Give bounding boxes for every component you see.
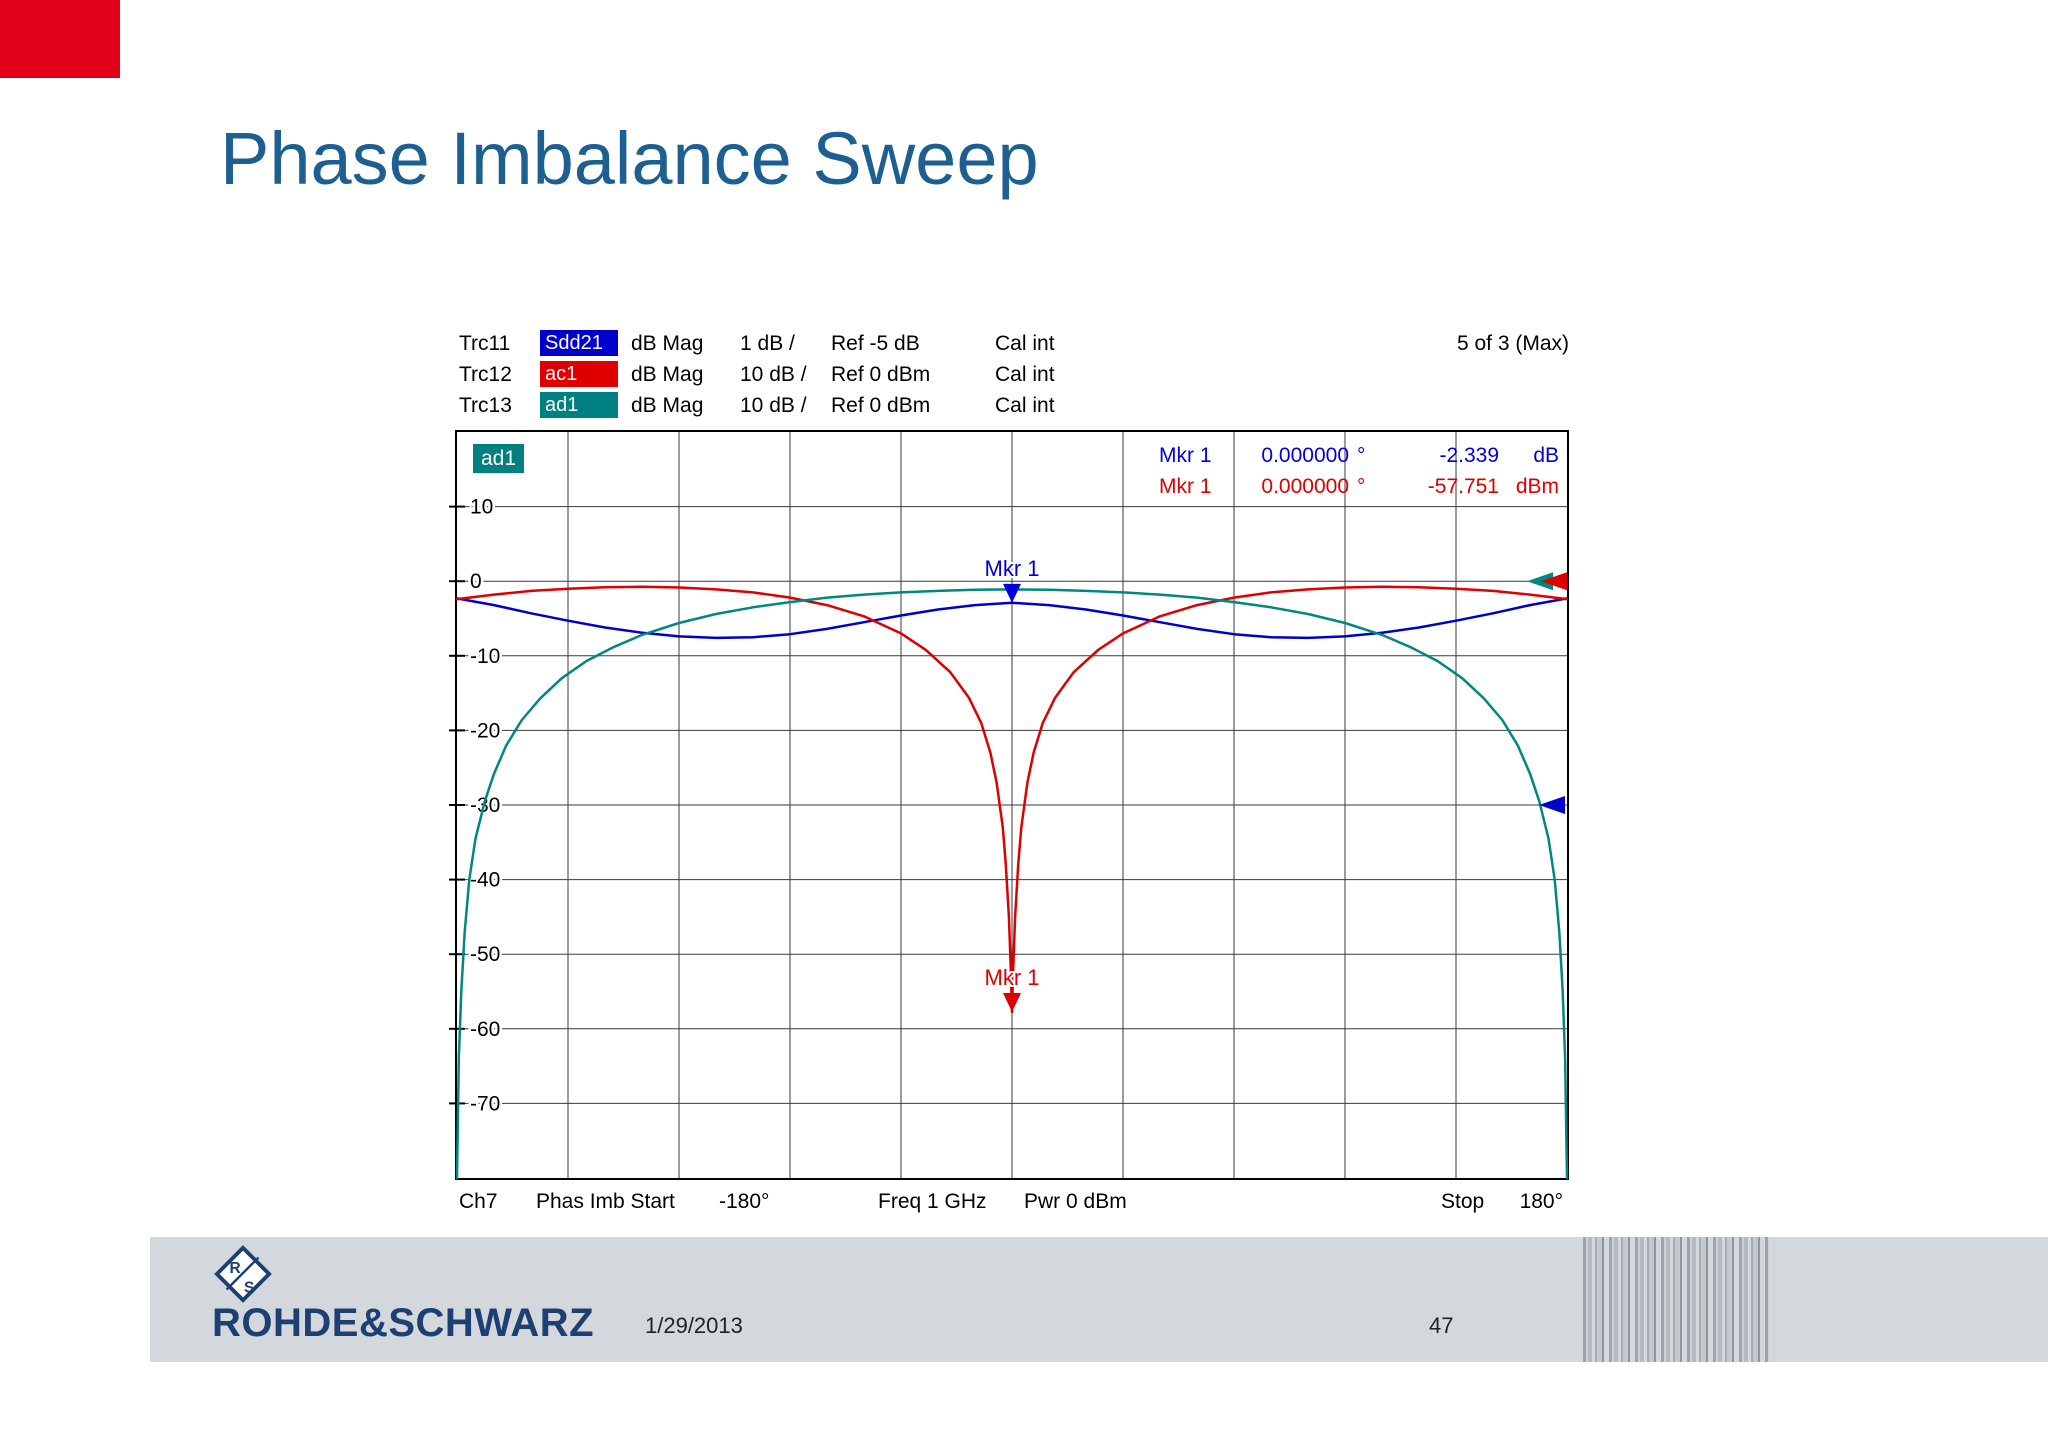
marker-label: Mkr 1 (985, 556, 1040, 581)
trace-name: Trc13 (459, 394, 512, 417)
marker-x-unit: ° (1357, 475, 1366, 498)
trace-format: dB Mag (631, 332, 704, 355)
marker-x-value: 0.000000 (1261, 444, 1349, 467)
y-axis-tick-label: 10 (470, 496, 493, 519)
y-axis-tick-label: -10 (470, 645, 500, 668)
marker-triangle (1003, 583, 1021, 603)
ref-arrow (1541, 572, 1567, 591)
marker-readout-table: Mkr 1 0.000000 ° -2.339 dB Mkr 1 0.00000… (1159, 444, 1559, 499)
y-axis-tick-label: 0 (470, 570, 482, 593)
trace-tag: Sdd21 (540, 330, 618, 356)
trace-legend-row: Trc11 Sdd21 dB Mag 1 dB / Ref -5 dB Cal … (459, 330, 1569, 361)
logo-letter-r: R (229, 1260, 240, 1277)
trace-format: dB Mag (631, 394, 704, 417)
frequency-label: Freq 1 GHz (878, 1190, 987, 1213)
power-label: Pwr 0 dBm (1024, 1190, 1127, 1213)
trace-ref: Ref -5 dB (831, 332, 920, 355)
marker-y-value: -2.339 (1439, 444, 1499, 467)
ref-arrow (1527, 572, 1553, 591)
marker-y-unit: dBm (1515, 475, 1559, 498)
marker-y-value: -57.751 (1427, 475, 1499, 498)
trace-scale: 10 dB / (740, 394, 807, 417)
chart-canvas: 10 0 -10 -20 -30 -40 -50 -60 -70 Mkr 1 Mkr 1 (449, 432, 1569, 1180)
marker-label: Mkr 1 (985, 965, 1040, 990)
ref-arrow (1539, 796, 1565, 814)
trace-tag: ac1 (540, 361, 618, 387)
marker-name: Mkr 1 (1159, 444, 1212, 467)
trace-cal: Cal int (995, 332, 1055, 355)
trace-cal: Cal int (995, 363, 1055, 386)
trace-name: Trc11 (459, 332, 511, 355)
channel-label: Ch7 (459, 1190, 498, 1213)
footer-date: 1/29/2013 (645, 1313, 743, 1338)
slide-title: Phase Imbalance Sweep (220, 117, 1039, 200)
x-axis-info-bar: Ch7 Phas Imb Start -180° Freq 1 GHz Pwr … (457, 1190, 1569, 1220)
brand-corner-accent (0, 0, 120, 78)
trace-tag: ad1 (540, 392, 618, 418)
sweep-type-label: Phas Imb Start (536, 1190, 675, 1213)
y-axis-tick-label: -30 (470, 794, 500, 817)
rohde-schwarz-logo-icon: R S (214, 1245, 272, 1303)
footer-band: R S ROHDE&SCHWARZ 1/29/2013 47 (150, 1237, 2048, 1362)
stripe-decoration (1583, 1237, 1769, 1362)
logo-letter-s: S (244, 1279, 254, 1296)
trace-legend-row: Trc13 ad1 dB Mag 10 dB / Ref 0 dBm Cal i… (459, 392, 1569, 423)
sweep-stop-value: 180° (1519, 1190, 1563, 1213)
trace-ref: Ref 0 dBm (831, 363, 931, 386)
y-axis-tick-label: -60 (470, 1018, 500, 1041)
y-axis-tick-label: -70 (470, 1092, 500, 1115)
plot-area: 10 0 -10 -20 -30 -40 -50 -60 -70 Mkr 1 Mkr 1 ad1 M… (449, 430, 1569, 1180)
trace-ref: Ref 0 dBm (831, 394, 931, 417)
trace-legend-row: Trc12 ac1 dB Mag 10 dB / Ref 0 dBm Cal i… (459, 361, 1569, 392)
trace-cal: Cal int (995, 394, 1055, 417)
y-axis-tick-label: -50 (470, 943, 500, 966)
trace-name: Trc12 (459, 363, 512, 386)
trace-format: dB Mag (631, 363, 704, 386)
sweep-start-value: -180° (719, 1190, 770, 1213)
marker-triangle (1003, 993, 1021, 1013)
trace-scale: 1 dB / (740, 332, 795, 355)
marker-y-unit: dB (1533, 444, 1559, 467)
active-trace-tag: ad1 (473, 444, 525, 473)
marker-name: Mkr 1 (1159, 475, 1212, 498)
trace-scale: 10 dB / (740, 363, 807, 386)
page-number: 47 (1429, 1313, 1454, 1338)
marker-x-value: 0.000000 (1261, 475, 1349, 498)
brand-name: ROHDE&SCHWARZ (212, 1301, 595, 1345)
marker-x-unit: ° (1357, 444, 1366, 467)
y-axis-tick-label: -40 (470, 869, 500, 892)
y-axis-tick-label: -20 (470, 719, 500, 742)
sweep-stop-label: Stop (1441, 1190, 1485, 1213)
trace-stat-label: 5 of 3 (Max) (1456, 332, 1569, 355)
trace-legend: Trc11 Sdd21 dB Mag 1 dB / Ref -5 dB Cal … (459, 330, 1569, 423)
